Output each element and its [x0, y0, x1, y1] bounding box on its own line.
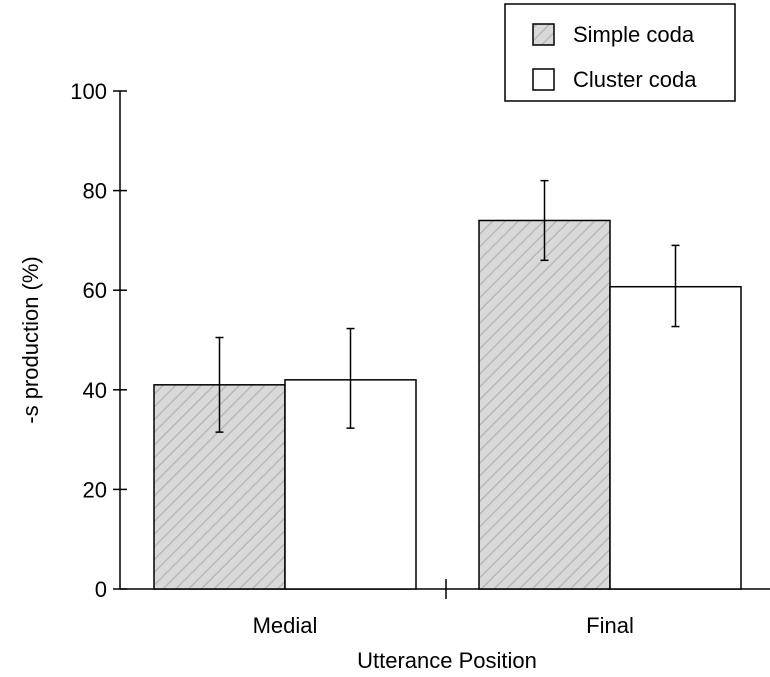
- y-axis: 0 20 40 60 80 100: [70, 79, 127, 602]
- y-tick-label: 20: [83, 477, 107, 502]
- x-tick-label: Medial: [253, 613, 318, 638]
- y-tick-label: 40: [83, 378, 107, 403]
- y-tick-label: 80: [83, 179, 107, 204]
- y-axis-title: -s production (%): [18, 256, 43, 424]
- x-axis: Medial Final: [120, 579, 770, 638]
- legend: Simple coda Cluster coda: [504, 3, 736, 102]
- bar-cluster-coda-final: [609, 285, 742, 590]
- x-tick-label: Final: [586, 613, 634, 638]
- y-tick-label: 60: [83, 278, 107, 303]
- bar-simple-coda-final: [478, 219, 611, 590]
- legend-label-cluster-coda: Cluster coda: [573, 67, 697, 92]
- legend-label-simple-coda: Simple coda: [573, 22, 695, 47]
- legend-swatch-cluster-coda: [532, 68, 555, 91]
- error-bars-group: [215, 179, 680, 433]
- legend-swatch-simple-coda: [532, 23, 555, 46]
- x-axis-title: Utterance Position: [357, 648, 537, 673]
- y-tick-label: 0: [95, 577, 107, 602]
- bars-group: [153, 219, 742, 590]
- y-tick-label: 100: [70, 79, 107, 104]
